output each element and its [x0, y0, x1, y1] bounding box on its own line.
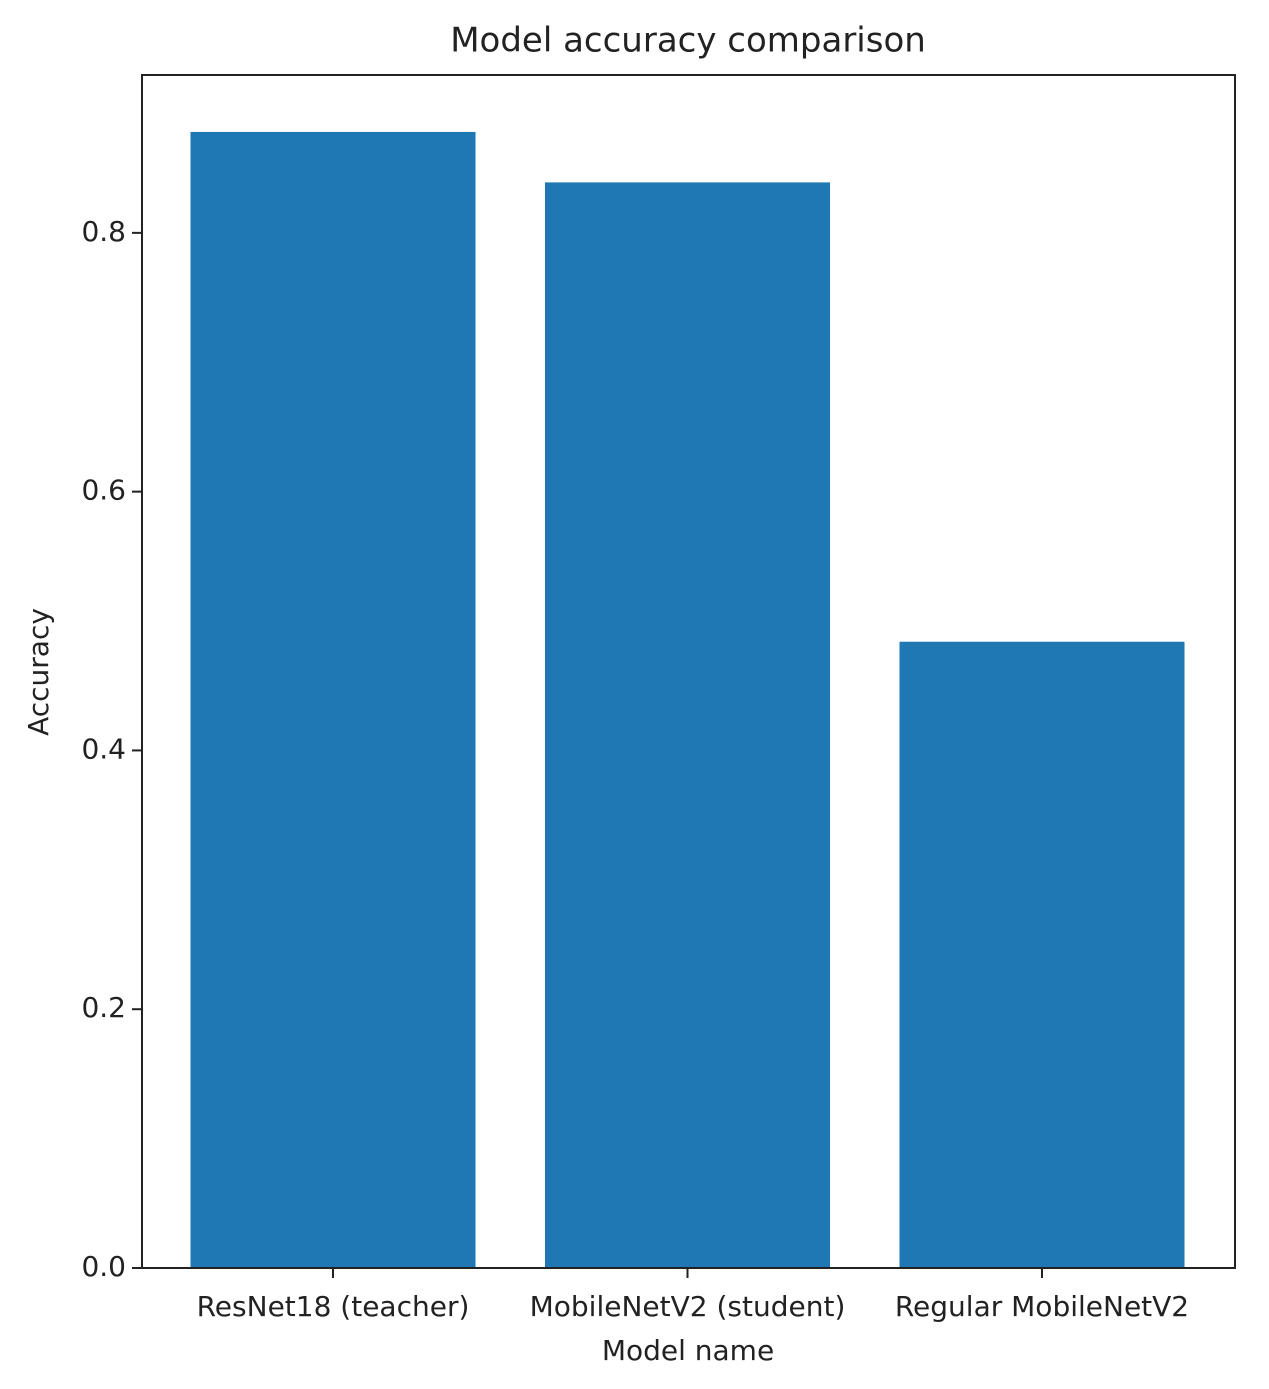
bar	[545, 182, 830, 1268]
y-axis-label: Accuracy	[22, 608, 55, 736]
y-tick-label: 0.0	[81, 1250, 126, 1283]
x-tick-label: MobileNetV2 (student)	[530, 1290, 846, 1323]
x-tick-label: Regular MobileNetV2	[895, 1290, 1189, 1323]
bar	[190, 131, 476, 1269]
x-axis-label: Model name	[602, 1334, 774, 1367]
x-tick-label: ResNet18 (teacher)	[197, 1290, 470, 1323]
y-tick-label: 0.2	[81, 991, 126, 1024]
y-tick-label: 0.4	[81, 732, 126, 765]
bar	[899, 641, 1185, 1268]
y-tick-label: 0.6	[81, 474, 126, 507]
plot-frame	[141, 74, 1236, 1269]
y-tick-label: 0.8	[81, 215, 126, 248]
chart-title: Model accuracy comparison	[450, 21, 926, 61]
